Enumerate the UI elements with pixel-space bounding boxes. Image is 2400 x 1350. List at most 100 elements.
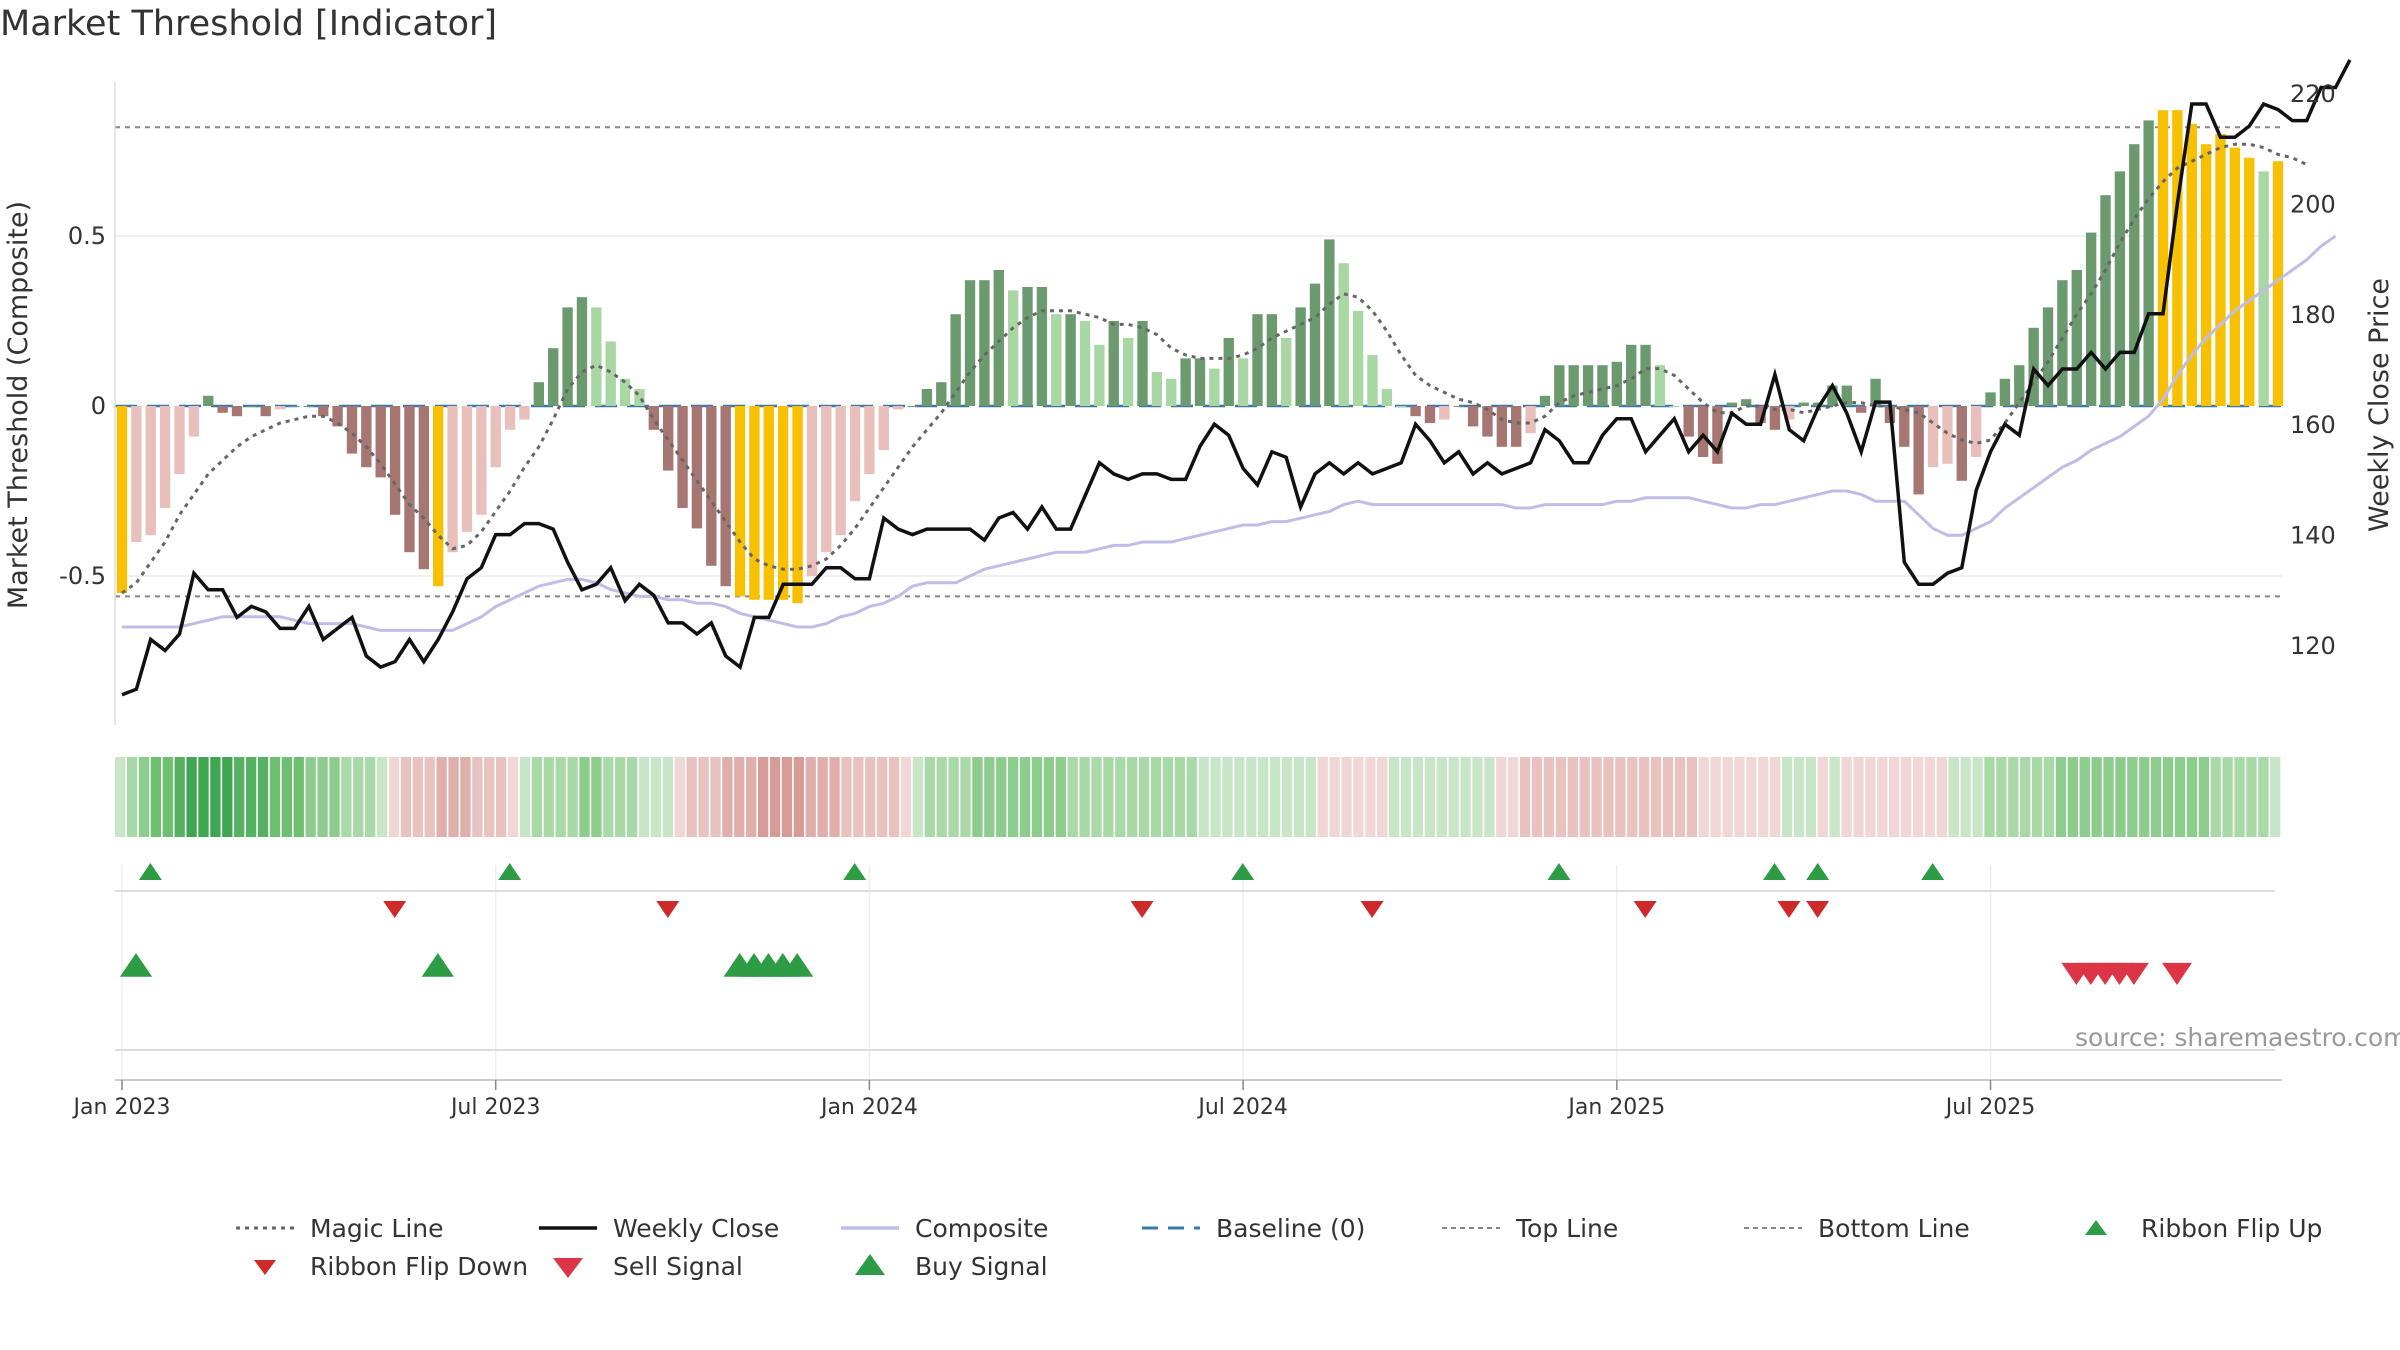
ribbon-cell: [1484, 757, 1495, 837]
ribbon-flip-up-marker: [138, 863, 162, 880]
ribbon-cell: [1198, 757, 1209, 837]
y-right-tick-label: 160: [2290, 411, 2336, 439]
ribbon-cell: [1948, 757, 1959, 837]
ribbon-cell: [174, 757, 185, 837]
composite-bar: [131, 406, 142, 542]
sell-signal-marker: [2162, 962, 2192, 985]
ribbon-cell: [2067, 757, 2078, 837]
composite-bar: [332, 406, 343, 427]
ribbon-cell: [984, 757, 995, 837]
legend-swatch-dashed-blue-line: [1142, 1226, 1200, 1230]
buy-signal-marker: [421, 953, 454, 977]
ribbon-cell: [388, 757, 400, 837]
ribbon-cell: [1067, 757, 1078, 837]
ribbon-cell: [1055, 757, 1066, 837]
ribbon-flip-up-marker: [1921, 863, 1945, 880]
composite-bar: [1669, 406, 1680, 407]
composite-bar: [1626, 344, 1637, 406]
ribbon-cell: [2020, 757, 2031, 837]
ribbon-cell: [1389, 757, 1400, 837]
ribbon-cell: [972, 757, 983, 837]
ribbon-cell: [2031, 757, 2043, 837]
ribbon-cell: [1865, 757, 1876, 837]
legend-swatch-green-up-triangle: [2085, 1220, 2107, 1235]
composite-bar: [1367, 355, 1378, 406]
legend-item: Bottom Line: [1740, 1210, 1970, 1246]
legend-swatch-dotted-line: [236, 1226, 294, 1230]
buy-signal-marker: [119, 953, 153, 977]
ribbon-cell: [829, 757, 840, 837]
x-tick-label: Jan 2023: [72, 1095, 171, 1120]
ribbon-cell: [805, 757, 816, 837]
composite-bar: [1956, 406, 1967, 481]
composite-bar: [2229, 147, 2241, 406]
composite-bar: [763, 406, 774, 600]
composite-bar: [1223, 338, 1234, 406]
ribbon-cell: [877, 757, 888, 837]
ribbon-cell: [865, 757, 876, 837]
ribbon-cell: [1412, 757, 1424, 837]
legend-label: Ribbon Flip Up: [2141, 1213, 2323, 1243]
composite-bar: [950, 314, 961, 406]
ribbon-cell: [912, 757, 924, 837]
composite-bar: [562, 307, 573, 406]
gridlines: [115, 235, 2282, 1080]
legend: Magic Line Weekly Close Composite Baseline …: [0, 1210, 2400, 1310]
legend-label: Magic Line: [310, 1213, 444, 1243]
composite-bar: [1568, 365, 1579, 406]
composite-bar: [1122, 338, 1134, 406]
ribbon-cell: [686, 757, 697, 837]
ribbon-cell: [293, 757, 304, 837]
composite-bar: [461, 406, 473, 532]
ribbon-cell: [2246, 757, 2257, 837]
y-left-tick-label: -0.5: [59, 562, 106, 590]
ribbon-cell: [1353, 757, 1364, 837]
composite-bar: [116, 406, 128, 593]
ribbon-cell: [138, 757, 150, 837]
composite-bar: [203, 395, 214, 406]
composite-bar: [159, 406, 171, 508]
composite-bar: [2071, 270, 2082, 406]
composite-bars: [116, 110, 2284, 604]
ribbon-cell: [329, 757, 340, 837]
composite-bar: [835, 406, 846, 536]
ribbon-cell: [424, 757, 435, 837]
legend-label: Bottom Line: [1818, 1213, 1970, 1243]
composite-bar: [619, 378, 631, 406]
composite-bar: [591, 307, 602, 406]
composite-bar: [749, 406, 760, 600]
ribbon-cell: [1686, 757, 1697, 837]
composite-bar: [1266, 314, 1278, 406]
legend-swatch-lavender-line: [841, 1226, 899, 1230]
ribbon-cell: [2103, 757, 2114, 837]
ribbon-cell: [1567, 757, 1578, 837]
ribbon-cell: [1365, 757, 1376, 837]
composite-bar: [1525, 406, 1536, 434]
composite-bar: [792, 406, 803, 604]
ribbon-cell: [198, 757, 209, 837]
ribbon-cell: [1472, 757, 1483, 837]
ribbon-cell: [1519, 757, 1531, 837]
composite-bar: [1439, 406, 1450, 420]
composite-bar: [2129, 144, 2140, 406]
ribbon-cell: [662, 757, 674, 837]
ribbon-cell: [996, 757, 1007, 837]
composite-bar: [303, 406, 315, 407]
ribbon-cell: [1424, 757, 1436, 837]
ribbon-cell: [1019, 757, 1031, 837]
composite-bar: [1582, 365, 1594, 406]
composite-bar: [1683, 406, 1694, 437]
composite-bar: [1338, 263, 1349, 406]
composite-bar: [806, 406, 818, 576]
ribbon-cell: [567, 757, 578, 837]
composite-bar: [691, 406, 703, 529]
composite-bar: [490, 406, 501, 468]
ribbon-cell: [555, 757, 566, 837]
composite-bar: [1352, 310, 1364, 406]
y-left-tick-label: 0: [91, 392, 106, 420]
ribbon-cell: [317, 757, 328, 837]
ribbon-cell: [519, 757, 531, 837]
ribbon-cell: [1150, 757, 1162, 837]
ribbon-cell: [376, 757, 388, 837]
